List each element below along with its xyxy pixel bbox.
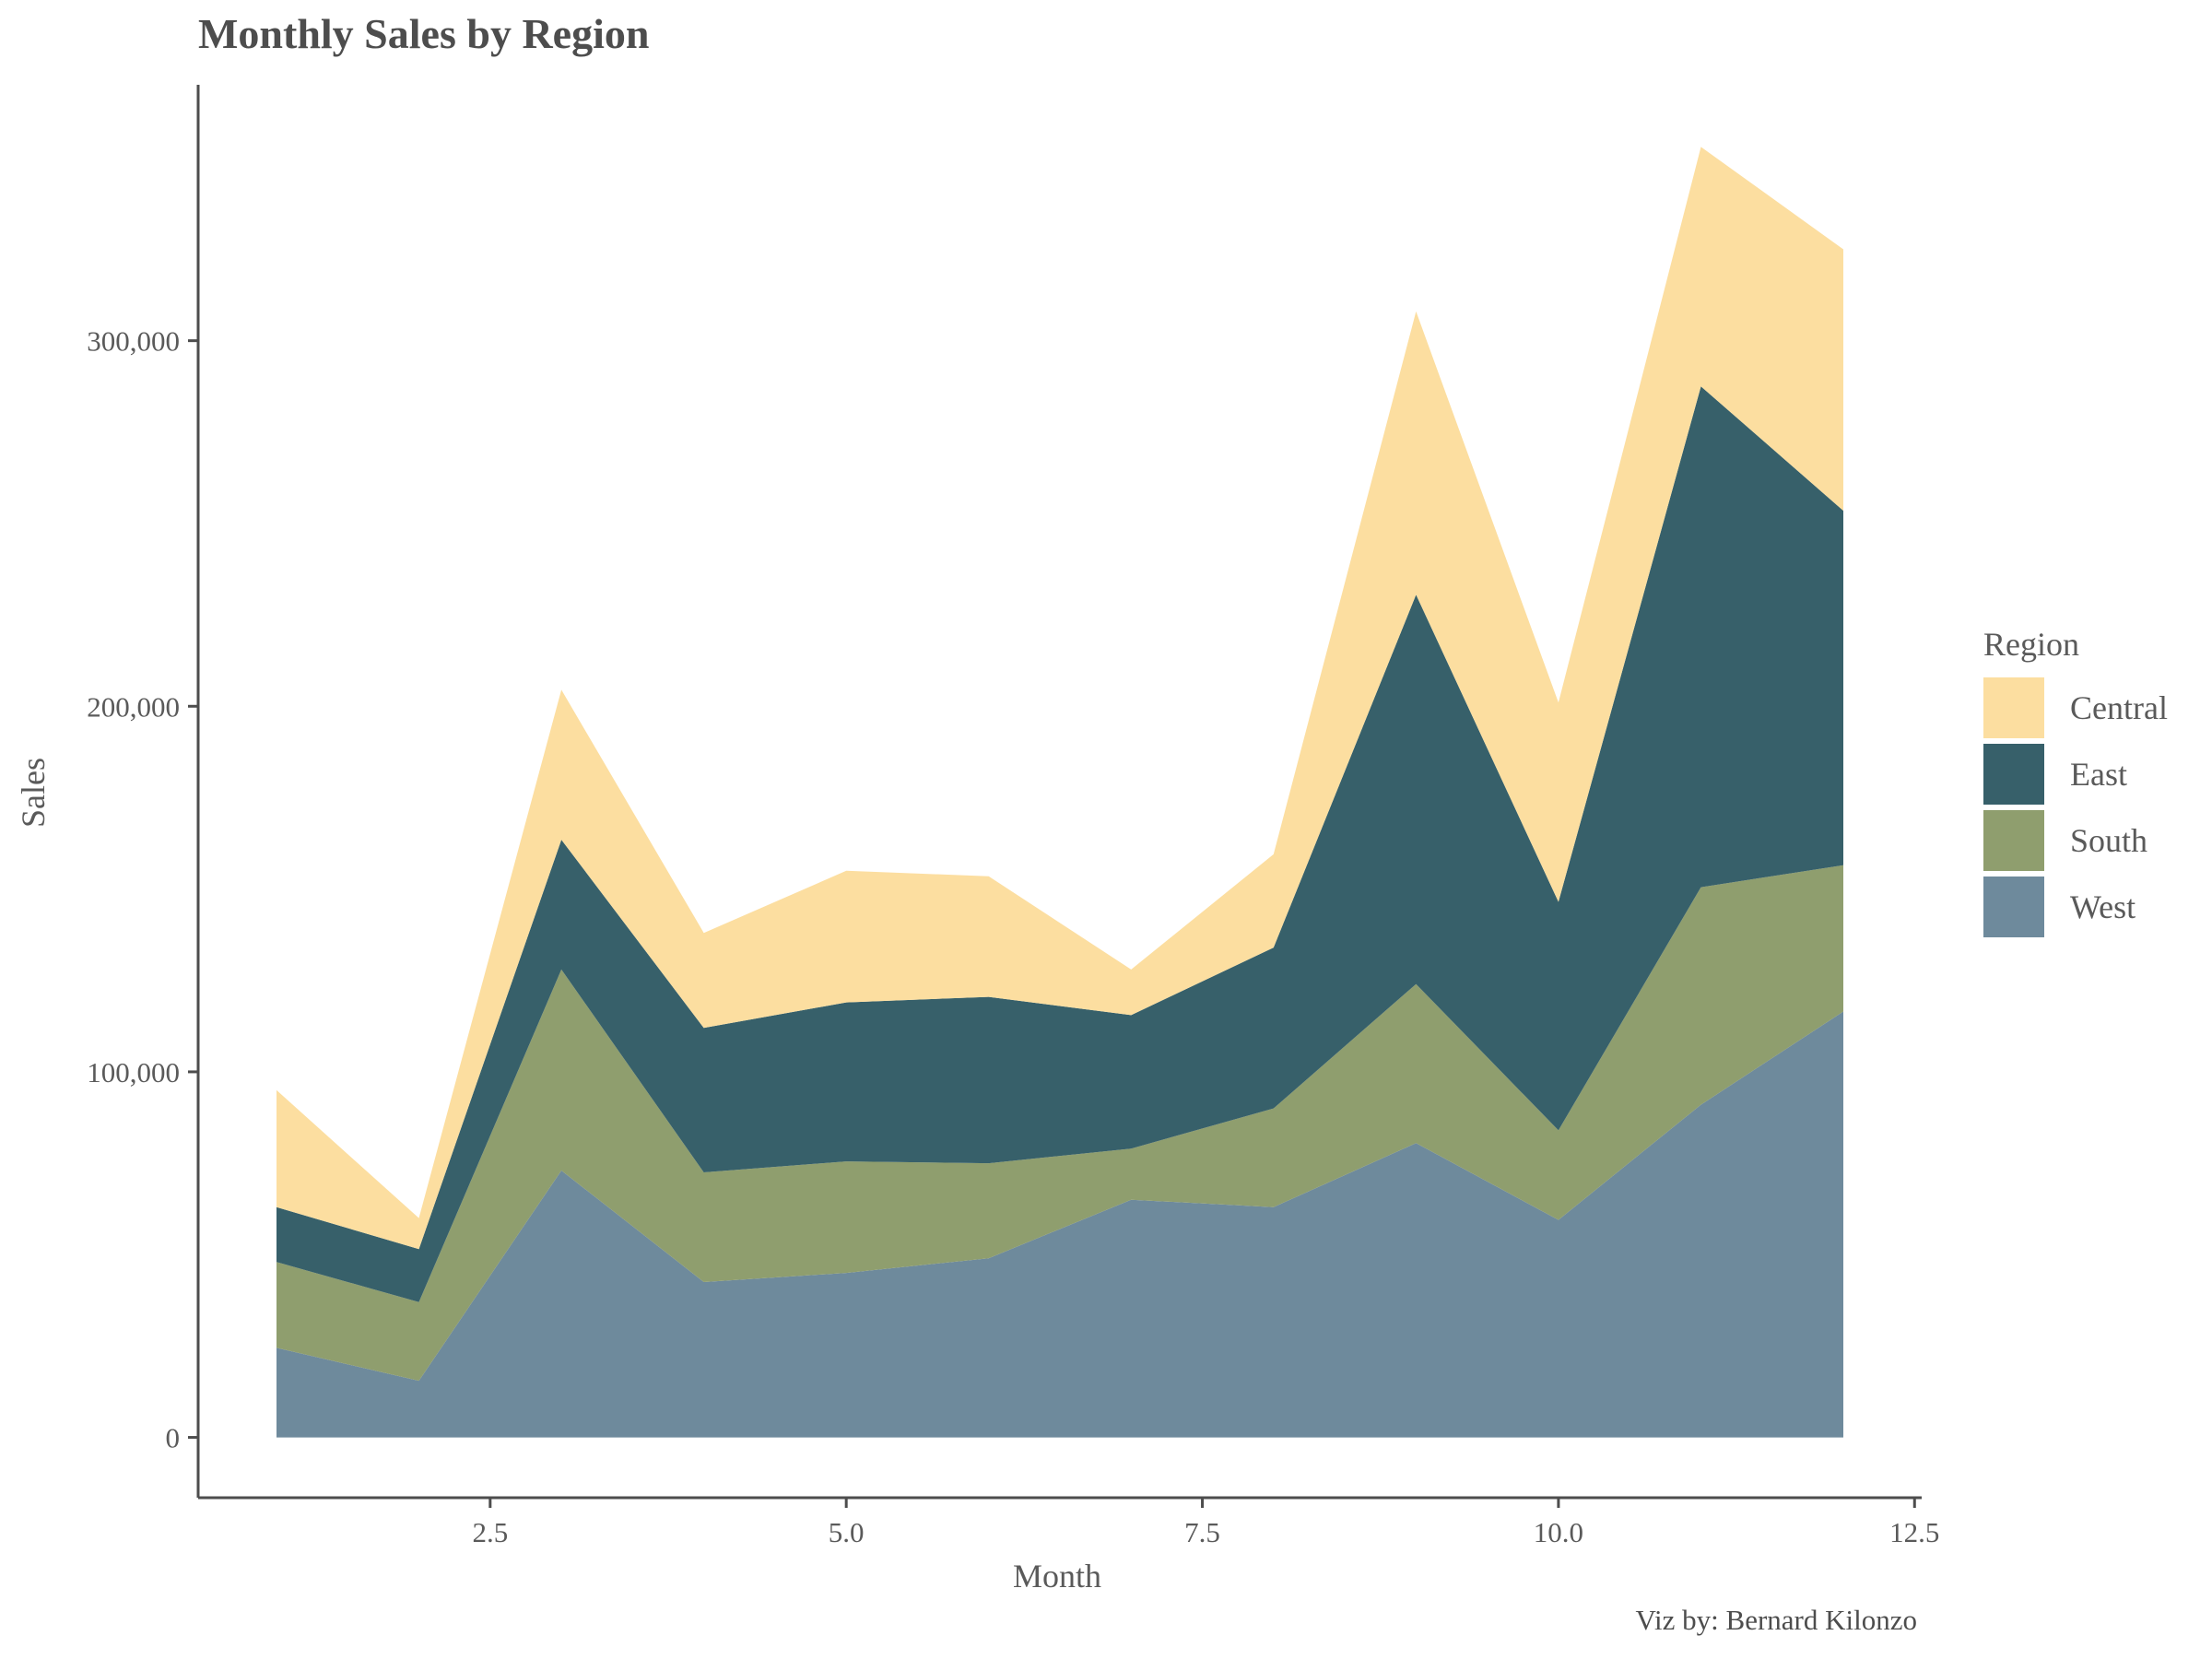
area-south [276,865,1843,1382]
legend-swatch [1983,810,2044,871]
legend-label: South [2070,822,2148,859]
legend-title: Region [1983,626,2079,663]
stacked-areas [276,147,1843,1438]
area-east [276,386,1843,1302]
legend-swatch [1983,877,2044,937]
y-tick-label: 300,000 [87,325,180,358]
chart-title: Monthly Sales by Region [198,10,650,57]
legend-items: Central East South West [1983,675,2168,940]
x-axis-title: Month [1013,1558,1101,1594]
area-west [276,1011,1843,1438]
legend: Region Central East South West [1983,625,2168,940]
legend-swatch [1983,744,2044,805]
legend-label: West [2070,888,2136,925]
legend-item-central: Central [1983,675,2168,741]
legend-item-west: West [1983,874,2168,940]
y-tick-label: 100,000 [87,1056,180,1088]
x-tick-label: 7.5 [1184,1516,1220,1548]
x-tick-label: 10.0 [1534,1516,1583,1548]
legend-item-east: East [1983,741,2168,807]
legend-item-south: South [1983,807,2168,874]
legend-swatch [1983,677,2044,738]
y-tick-label: 200,000 [87,690,180,723]
y-axis-title: Sales [15,758,52,828]
x-tick-label: 12.5 [1889,1516,1939,1548]
y-tick-label: 0 [166,1422,181,1454]
legend-label: Central [2070,689,2168,726]
x-tick-label: 5.0 [829,1516,865,1548]
axes: 0 100,000 200,000 300,000 2.5 5.0 7.5 10.0 12.5 [87,85,1939,1548]
area-central [276,147,1843,1250]
x-tick-label: 2.5 [472,1516,508,1548]
legend-label: East [2070,756,2127,793]
caption: Viz by: Bernard Kilonzo [1635,1604,1917,1636]
